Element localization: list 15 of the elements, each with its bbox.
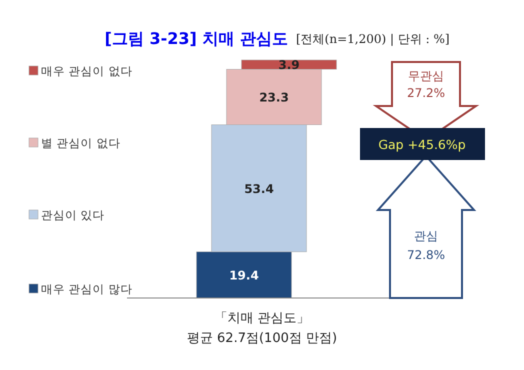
text: 관심 72.8%	[406, 229, 446, 262]
data-label: 3.9	[278, 58, 300, 72]
legend-item: 관심이 있다	[28, 208, 105, 222]
chart-title: [그림 3-23] 치매 관심도	[104, 29, 288, 48]
legend-item: 별 관심이 없다	[28, 136, 120, 150]
data-label: 23.3	[259, 90, 289, 105]
x-axis-title: 「치매 관심도」 평균 62.7점(100점 만점)	[186, 311, 338, 346]
data-label: 53.4	[244, 182, 274, 196]
text: Gap +45.6%p	[378, 137, 466, 152]
data-label: 19.4	[229, 268, 259, 282]
text: [전체(n=1,200) | 단위 : %]	[296, 32, 450, 46]
text: 무관심 27.2%	[406, 69, 446, 100]
legend-label: 관심이 있다	[41, 208, 105, 222]
legend-item: 매우 관심이 많다	[28, 282, 132, 296]
legend-item: 매우 관심이 없다	[28, 64, 132, 78]
